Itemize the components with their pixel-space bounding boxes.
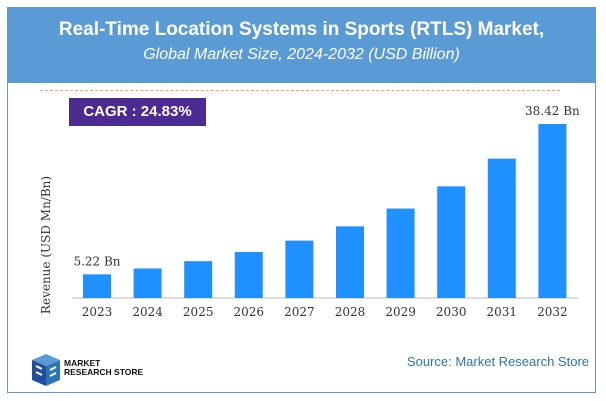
bar-2026 — [234, 252, 263, 298]
x-tick-label: 2024 — [132, 305, 163, 319]
bar-2030 — [437, 186, 466, 298]
x-tick-label: 2028 — [335, 305, 366, 319]
logo-line2: RESEARCH STORE — [64, 367, 144, 377]
logo-line1: MARKET — [64, 358, 101, 368]
chart-subtitle: Global Market Size, 2024-2032 (USD Billi… — [143, 46, 460, 63]
x-tick-label: 2025 — [183, 305, 214, 319]
bar-2029 — [386, 208, 415, 298]
bar-2031 — [487, 158, 516, 298]
divider — [40, 90, 560, 91]
header-banner: Real-Time Location Systems in Sports (RT… — [7, 7, 596, 83]
x-tick-label: 2027 — [284, 305, 315, 319]
cagr-badge: CAGR : 24.83% — [69, 98, 206, 126]
bar-2032 — [538, 124, 567, 298]
bar-2028 — [336, 226, 364, 298]
x-tick-label: 2030 — [436, 305, 467, 319]
x-tick-label: 2032 — [537, 305, 568, 319]
source-note: Source: Market Research Store — [406, 354, 589, 369]
logo-text: MARKET RESEARCH STORE — [64, 359, 143, 377]
bar-2024 — [133, 268, 162, 298]
bar-2027 — [285, 240, 314, 298]
data-label: 5.22 Bn — [73, 254, 120, 268]
x-tick-label: 2031 — [487, 305, 518, 319]
chart-title: Real-Time Location Systems in Sports (RT… — [58, 19, 545, 40]
x-tick-label: 2023 — [82, 305, 113, 319]
y-axis-label: Revenue (USD Mn/Bn) — [39, 176, 53, 314]
bar-2025 — [184, 261, 213, 298]
bar-2023 — [83, 274, 111, 298]
x-tick-label: 2026 — [234, 305, 265, 319]
x-tick-label: 2029 — [385, 305, 416, 319]
data-label: 38.42 Bn — [525, 104, 580, 118]
